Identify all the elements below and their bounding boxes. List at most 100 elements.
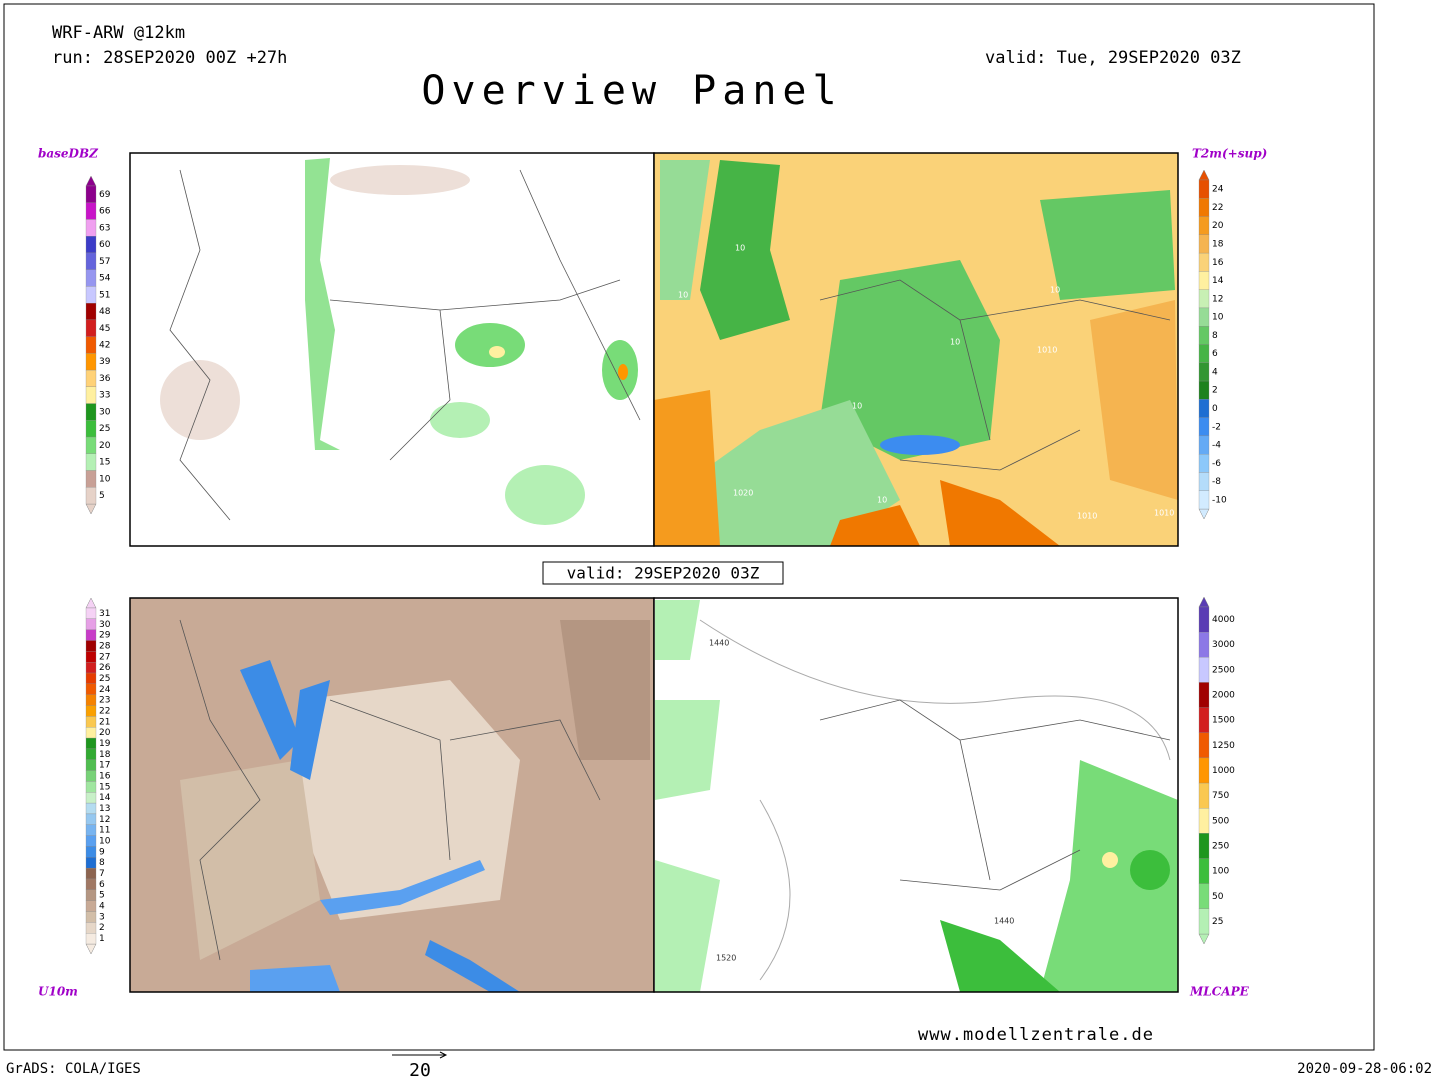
colorbar-label: 3000 bbox=[1212, 640, 1235, 650]
colorbar-label: 45 bbox=[99, 324, 110, 334]
colorbar-segment bbox=[1198, 858, 1210, 884]
colorbar-label: 11 bbox=[99, 826, 110, 836]
colorbar-segment bbox=[85, 727, 97, 739]
colorbar-segment bbox=[1198, 289, 1210, 309]
colorbar-segment bbox=[85, 672, 97, 685]
colorbar-label: 10 bbox=[99, 837, 111, 847]
colorbar-label: 10 bbox=[1212, 313, 1224, 323]
colorbar-label: 31 bbox=[99, 609, 110, 619]
contour-label: 1440 bbox=[994, 917, 1014, 926]
colorbar-label: 100 bbox=[1212, 867, 1229, 877]
map-wind bbox=[129, 597, 655, 993]
colorbar-segment bbox=[1198, 657, 1210, 683]
contour-label: 1440 bbox=[709, 639, 729, 648]
colorbar-label: 42 bbox=[99, 341, 110, 351]
colorbar-label: -10 bbox=[1212, 495, 1227, 505]
run: run: 28SEP2020 00Z +27h bbox=[52, 48, 287, 68]
colorbar-segment bbox=[85, 236, 97, 254]
colorbar-label: 2 bbox=[1212, 386, 1218, 396]
colorbar-segment bbox=[85, 781, 97, 793]
colorbar-segment bbox=[1198, 271, 1210, 290]
colorbar-segment bbox=[1198, 216, 1210, 235]
colorbar-segment bbox=[85, 286, 97, 304]
colorbar-segment bbox=[85, 436, 97, 454]
colorbar-label: 18 bbox=[1212, 239, 1224, 249]
colorbar-label: 26 bbox=[99, 663, 111, 673]
colorbar-segment bbox=[85, 336, 97, 354]
colorbar-segment bbox=[1198, 380, 1210, 400]
colorbar-label: 29 bbox=[99, 631, 111, 641]
colorbar-segment bbox=[1198, 234, 1210, 254]
colorbar-label: 25 bbox=[99, 674, 110, 684]
colorbar-segment bbox=[85, 889, 97, 901]
colorbar-segment bbox=[1198, 344, 1210, 363]
colorbar-segment bbox=[1198, 307, 1210, 327]
colorbar-tip bbox=[1198, 508, 1210, 520]
colorbar-segment bbox=[85, 386, 97, 404]
colorbar-tip bbox=[1198, 596, 1210, 608]
colorbar-segment bbox=[1198, 908, 1210, 935]
colorbar-label: 22 bbox=[1212, 203, 1223, 213]
colorbar-label: 16 bbox=[99, 772, 111, 782]
valid-box bbox=[542, 561, 784, 585]
colorbar-label: 4 bbox=[1212, 367, 1218, 377]
colorbar-segment bbox=[1198, 198, 1210, 217]
contour-label: 10 bbox=[852, 402, 862, 411]
colorbar-label: 24 bbox=[99, 685, 111, 695]
contour-label: 1020 bbox=[733, 489, 753, 498]
colorbar-segment bbox=[1198, 362, 1210, 382]
colorbar-segment bbox=[1198, 808, 1210, 834]
title: Overview Panel bbox=[421, 68, 842, 114]
colorbar-segment bbox=[85, 453, 97, 471]
colorbar-segment bbox=[1198, 435, 1210, 455]
colorbar-label: 28 bbox=[99, 641, 111, 651]
colorbar-label: 51 bbox=[99, 290, 110, 300]
colorbar-segment bbox=[85, 185, 97, 203]
contour-label: 10 bbox=[950, 338, 960, 347]
colorbar-segment bbox=[1198, 326, 1210, 345]
colorbar-segment bbox=[85, 651, 97, 663]
colorbar-label: 3 bbox=[99, 912, 105, 922]
frame bbox=[3, 3, 1375, 1051]
colorbar-label: 23 bbox=[99, 696, 110, 706]
colorbar-segment bbox=[85, 369, 97, 387]
colorbar-segment bbox=[1198, 399, 1210, 418]
colorbar-label: 12 bbox=[99, 815, 110, 825]
map-cape bbox=[653, 597, 1179, 993]
colorbar-label: 63 bbox=[99, 223, 110, 233]
colorbar-label: 5 bbox=[99, 491, 105, 501]
arrow-scale: 20 bbox=[409, 1060, 431, 1080]
contour-label: 10 bbox=[735, 244, 745, 253]
colorbar-label: 36 bbox=[99, 374, 111, 384]
colorbar-segment bbox=[85, 878, 97, 890]
colorbar-segment bbox=[85, 618, 97, 630]
colorbar-segment bbox=[85, 269, 97, 287]
colorbar-label: 39 bbox=[99, 357, 111, 367]
colorbar-label: 19 bbox=[99, 739, 111, 749]
colorbar-label: 1500 bbox=[1212, 716, 1235, 726]
contour-label: 10 bbox=[1050, 286, 1060, 295]
colorbar-label: 27 bbox=[99, 652, 110, 662]
colorbar-segment bbox=[85, 857, 97, 869]
colorbar-segment bbox=[85, 922, 97, 934]
contour-label: 10 bbox=[678, 291, 688, 300]
colorbar-segment bbox=[85, 716, 97, 728]
colorbar-tip bbox=[1198, 169, 1210, 181]
colorbar-label: -8 bbox=[1212, 477, 1221, 487]
colorbar-tip bbox=[85, 175, 97, 187]
colorbar-segment bbox=[85, 640, 97, 652]
colorbar-label: 750 bbox=[1212, 791, 1229, 801]
colorbar-label: 16 bbox=[1212, 258, 1224, 268]
colorbar-label: 1000 bbox=[1212, 766, 1235, 776]
colorbar-segment bbox=[1198, 490, 1210, 510]
colorbar-label: -4 bbox=[1212, 441, 1221, 451]
colorbar-segment bbox=[85, 694, 97, 706]
colorbar-segment bbox=[85, 911, 97, 923]
colorbar-segment bbox=[1198, 707, 1210, 733]
center-valid: valid: 29SEP2020 03Z bbox=[567, 564, 760, 583]
colorbar-label: 4 bbox=[99, 902, 105, 912]
colorbar-segment bbox=[1198, 179, 1210, 199]
map-dbz bbox=[129, 152, 655, 547]
colorbar-label: 22 bbox=[99, 706, 110, 716]
